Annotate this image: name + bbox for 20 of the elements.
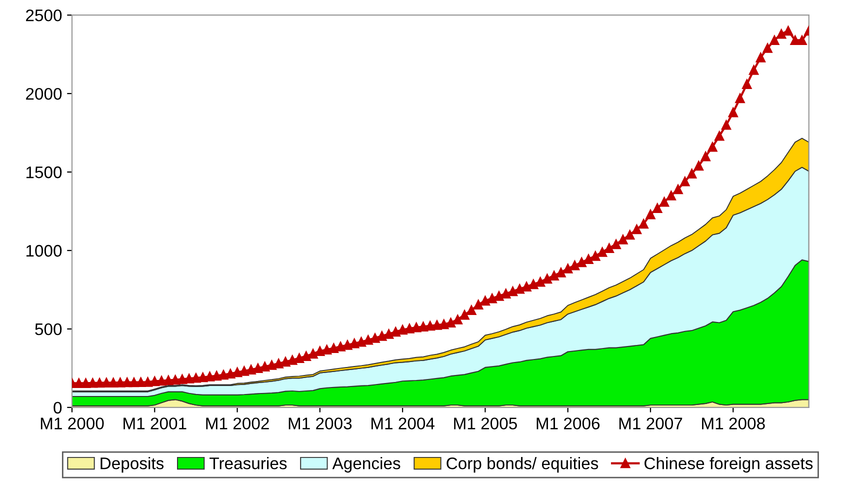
y-tick-label: 2500 [26,9,62,22]
legend-label: Agencies [332,457,400,473]
legend-label: Corp bonds/ equities [446,457,598,473]
x-tick-label: M1 2003 [288,418,352,430]
x-tick-label: M1 2005 [454,418,517,430]
x-tick-label: M1 2004 [372,418,435,430]
legend-label: Deposits [100,457,164,473]
x-tick-label: M1 2007 [619,418,682,430]
x-tick-label: M1 2008 [702,418,765,430]
y-tick-label: 1000 [26,244,62,257]
x-tick-label: M1 2002 [206,418,269,430]
legend-label: Chinese foreign assets [644,457,813,473]
x-tick-label: M1 2001 [124,418,186,430]
y-tick-label: 1500 [26,166,62,178]
x-tick-label: M1 2006 [536,418,600,430]
y-tick-label: 500 [35,323,62,336]
y-tick-label: 0 [54,402,62,414]
legend-label: Treasuries [210,457,287,470]
y-tick-label: 2000 [26,88,62,100]
x-tick-label: M1 2000 [40,418,104,430]
